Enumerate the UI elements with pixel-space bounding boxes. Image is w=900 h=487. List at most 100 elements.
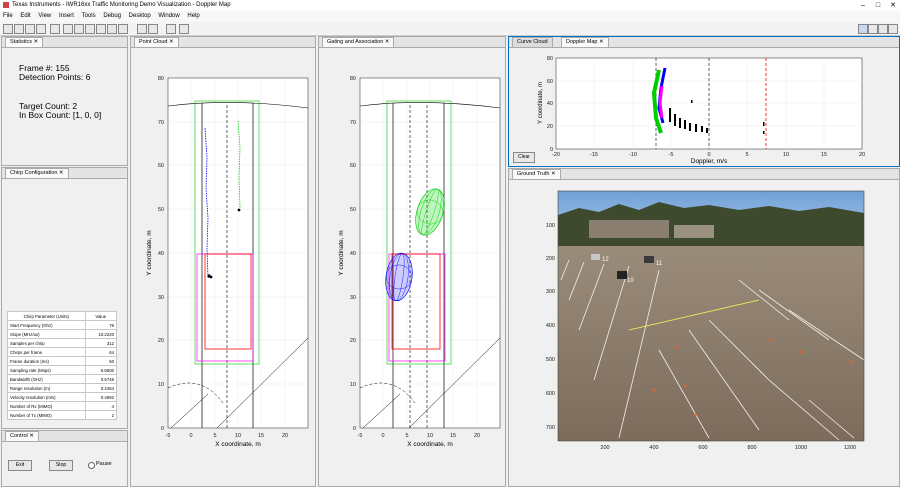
layout-tile-icon[interactable] (858, 24, 868, 34)
gating-plot: 0 10 20 30 40 50 60 70 80 -5 0 5 10 15 2… (338, 76, 501, 448)
pause-radio[interactable] (88, 462, 95, 469)
tick-label: 15 (450, 433, 456, 439)
menu-insert[interactable]: Insert (58, 13, 74, 19)
chirp-param: Chirps per frame (7, 347, 86, 357)
maximize-icon[interactable]: □ (875, 2, 881, 9)
gating-ellipsoid-blue (385, 252, 413, 302)
x-tick-labels: -5 0 5 10 15 20 (358, 433, 481, 439)
tick-label: 5 (745, 152, 748, 158)
chirp-value: 5.5500 (84, 365, 118, 375)
tick-label: 700 (546, 425, 555, 431)
layout-2col-icon[interactable] (868, 24, 878, 34)
doppler-tabstrip: Curve Cloud Doppler Map ✕ (509, 37, 899, 48)
tab-chirp-configuration[interactable]: Chirp Configuration ✕ (5, 168, 69, 178)
menu-tools[interactable]: Tools (81, 13, 96, 19)
fov-edge-left (170, 393, 209, 429)
toolbar (0, 22, 900, 36)
chirp-value: 0.2454 (84, 383, 118, 393)
tick-label: 80 (547, 56, 553, 62)
tick-label: -5 (669, 152, 674, 158)
link-icon[interactable] (137, 24, 147, 34)
table-row: Frame duration (ms) 50 (7, 356, 118, 366)
tab-control[interactable]: Control ✕ (5, 431, 39, 441)
car-dark (644, 256, 654, 263)
tick-label: 500 (546, 357, 555, 363)
rotate-icon[interactable] (96, 24, 106, 34)
tick-label: 30 (350, 295, 356, 301)
new-figure-icon[interactable] (3, 24, 13, 34)
tab-doppler-map[interactable]: Doppler Map ✕ (561, 37, 609, 47)
menu-window[interactable]: Window (158, 13, 180, 19)
track-blue (204, 127, 209, 279)
statistics-tabstrip: Statistics ✕ (2, 37, 127, 48)
legend-icon[interactable] (166, 24, 176, 34)
target-label: 10 (627, 278, 634, 284)
chirp-value: 2 (84, 410, 118, 420)
detection-point (237, 208, 241, 212)
tick-label: 0 (189, 433, 192, 439)
tick-label: 50 (158, 207, 164, 213)
tick-label: 80 (350, 76, 356, 82)
arrow-icon[interactable] (50, 24, 60, 34)
frame-number: Frame #: 155 (19, 63, 70, 73)
control-tabstrip: Control ✕ (2, 431, 127, 442)
data-cursor-icon[interactable] (107, 24, 117, 34)
tab-ground-truth[interactable]: Ground Truth ✕ (512, 169, 561, 179)
table-row: Slope (MHz/us) 10.2220 (7, 329, 118, 339)
grid (360, 78, 500, 428)
open-icon[interactable] (14, 24, 24, 34)
chirp-param: Number of Tx (MIMO) (7, 410, 86, 420)
exit-button[interactable]: Exit (8, 460, 32, 471)
tick-label: 40 (158, 251, 164, 257)
ground-truth-panel: Ground Truth ✕ 12 (508, 168, 900, 487)
tick-label: 10 (350, 382, 356, 388)
window-title-bar: Texas Instruments - IWR16xx Traffic Moni… (0, 0, 900, 11)
doppler-track-green (651, 69, 663, 134)
tick-label: 600 (546, 391, 555, 397)
menu-help[interactable]: Help (187, 13, 200, 19)
chirp-param: Number of Rx (MIMO) (7, 401, 86, 411)
tick-label: 800 (747, 445, 756, 451)
tab-curve-cloud[interactable]: Curve Cloud (512, 37, 553, 47)
tick-label: 400 (546, 323, 555, 329)
image-frame (557, 190, 865, 442)
tab-point-cloud[interactable]: Point Cloud ✕ (134, 37, 179, 47)
grid-icon[interactable] (179, 24, 189, 34)
chirp-header-param: Chirp Parameter (Units) (7, 311, 86, 321)
car-white (591, 254, 600, 260)
menu-debug[interactable]: Debug (103, 13, 121, 19)
zoom-in-icon[interactable] (63, 24, 73, 34)
chirp-param: Sampling rate (Msps) (7, 365, 86, 375)
stop-button[interactable]: Stop (49, 460, 73, 471)
table-row: Start Frequency (Ghz) 76 (7, 320, 118, 330)
menu-desktop[interactable]: Desktop (128, 13, 151, 19)
print-icon[interactable] (36, 24, 46, 34)
tick-label: 60 (547, 79, 553, 85)
tab-gating-association[interactable]: Gating and Association ✕ (322, 37, 395, 47)
x-tick-labels: -5 0 5 10 15 20 (166, 433, 289, 439)
close-icon[interactable]: ✕ (890, 2, 896, 9)
green-box (194, 100, 260, 365)
brush-icon[interactable] (118, 24, 128, 34)
menu-edit[interactable]: Edit (20, 13, 31, 19)
pan-icon[interactable] (85, 24, 95, 34)
red-box (391, 253, 441, 350)
doppler-plot: -20 -15 -10 -5 0 5 10 15 20 0 20 40 60 8… (538, 56, 865, 165)
layout-3col-icon[interactable] (878, 24, 888, 34)
minimize-icon[interactable]: – (861, 2, 865, 9)
tick-label: 15 (258, 433, 264, 439)
tick-label: 1000 (795, 445, 807, 451)
clear-button[interactable]: Clear (513, 152, 535, 163)
zoom-out-icon[interactable] (74, 24, 84, 34)
menu-view[interactable]: View (38, 13, 52, 19)
y-axis-label: Y coordinate, m (338, 230, 345, 275)
chirp-value: 4 (84, 401, 118, 411)
tick-label: 20 (282, 433, 288, 439)
car-dark (617, 271, 627, 279)
menu-file[interactable]: File (3, 13, 13, 19)
menu-bar: File Edit View Insert Tools Debug Deskto… (0, 11, 900, 22)
layout-float-icon[interactable] (888, 24, 898, 34)
save-icon[interactable] (25, 24, 35, 34)
tab-statistics[interactable]: Statistics ✕ (5, 37, 44, 47)
colorbar-icon[interactable] (148, 24, 158, 34)
